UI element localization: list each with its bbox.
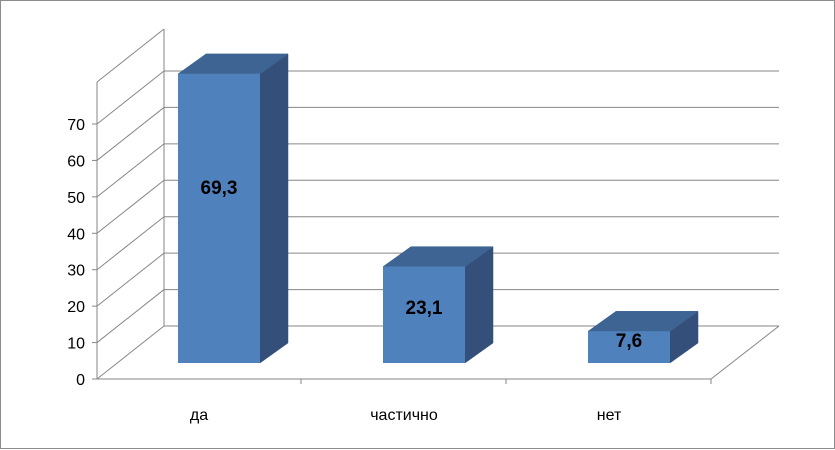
gridline-side <box>96 70 165 125</box>
bar-front <box>588 331 670 363</box>
gridline-side <box>96 179 165 234</box>
bar <box>587 310 699 364</box>
category-label: частично <box>370 407 438 424</box>
data-label: 69,3 <box>201 178 238 199</box>
data-label: 23,1 <box>406 298 443 319</box>
gridline-side <box>96 107 165 161</box>
category-label: да <box>190 407 208 424</box>
data-label: 7,6 <box>616 331 642 352</box>
bar <box>382 246 494 364</box>
floor-right-edge <box>710 325 780 380</box>
gridline-side <box>96 289 165 343</box>
side-wall-top <box>96 28 165 83</box>
bar-front <box>178 73 260 364</box>
bar-side <box>464 246 494 364</box>
y-tick-label: 60 <box>67 153 85 170</box>
gridline-side <box>96 252 165 307</box>
y-axis: 0 10 20 30 40 50 60 70 <box>67 82 712 389</box>
bars-layer <box>177 53 699 364</box>
y-tick-label: 20 <box>67 299 85 316</box>
gridline-side <box>96 325 165 380</box>
bar-side <box>259 53 289 364</box>
y-tick-label: 40 <box>67 226 85 243</box>
gridline-side <box>96 143 165 198</box>
y-tick-label: 50 <box>67 190 85 207</box>
labels-layer: 69,3 да 23,1 частично 7,6 нет <box>190 178 642 424</box>
gridline-side <box>96 216 165 271</box>
y-tick-label: 30 <box>67 263 85 280</box>
y-tick-label: 70 <box>67 117 85 134</box>
y-tick-label: 10 <box>67 336 85 353</box>
bar <box>177 53 289 364</box>
bar-front <box>383 266 465 363</box>
y-tick-label: 0 <box>76 372 85 389</box>
category-label: нет <box>597 407 622 424</box>
